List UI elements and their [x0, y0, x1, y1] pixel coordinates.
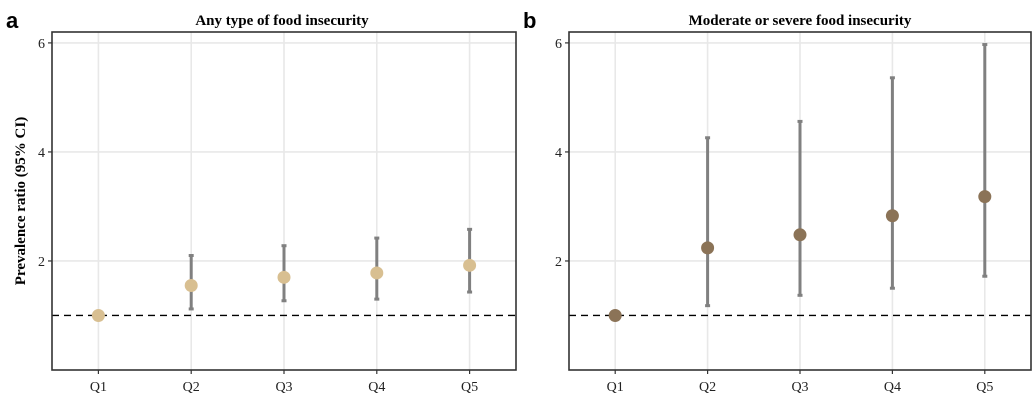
panel-b-xtick-label-Q5: Q5 [976, 380, 993, 395]
panel-a-letter: a [6, 8, 19, 33]
panel-a-ytick-label-6: 6 [38, 37, 45, 52]
panel-b-letter: b [523, 8, 536, 33]
panel-b-xtick-label-Q1: Q1 [607, 380, 624, 395]
panel-a-xtick-label-Q2: Q2 [183, 380, 200, 395]
panel-a-point-Q3 [277, 270, 291, 284]
panel-b-point-Q4 [885, 209, 899, 223]
panel-b-ytick-label-4: 4 [555, 146, 562, 161]
panel-b-point-Q1 [608, 308, 622, 322]
panel-a-ytick-label-4: 4 [38, 146, 45, 161]
panel-a-ylabel: Prevalence ratio (95% CI) [13, 117, 29, 285]
panel-a-point-Q4 [370, 266, 384, 280]
panel-a-point-Q1 [91, 308, 105, 322]
panel-b-ytick-label-6: 6 [555, 37, 562, 52]
panel-b-point-Q3 [793, 228, 807, 242]
panel-b-title: Moderate or severe food insecurity [689, 13, 912, 29]
panel-a-ytick-label-2: 2 [38, 255, 45, 270]
panel-b-point-Q2 [701, 241, 715, 255]
panel-b-xtick-label-Q4: Q4 [884, 380, 901, 395]
panel-b-xtick-label-Q3: Q3 [791, 380, 808, 395]
panel-a-xtick-label-Q4: Q4 [368, 380, 385, 395]
panel-b-xtick-label-Q2: Q2 [699, 380, 716, 395]
panel-a-point-Q2 [184, 279, 198, 292]
panel-b-point-Q5 [978, 190, 992, 204]
panel-b-ytick-label-2: 2 [555, 255, 562, 270]
panel-a-title: Any type of food insecurity [195, 13, 369, 29]
panel-a-point-Q5 [463, 258, 477, 272]
panel-a-xtick-label-Q5: Q5 [461, 380, 478, 395]
panel-a-xtick-label-Q1: Q1 [90, 380, 107, 395]
panel-a-xtick-label-Q3: Q3 [275, 380, 292, 395]
